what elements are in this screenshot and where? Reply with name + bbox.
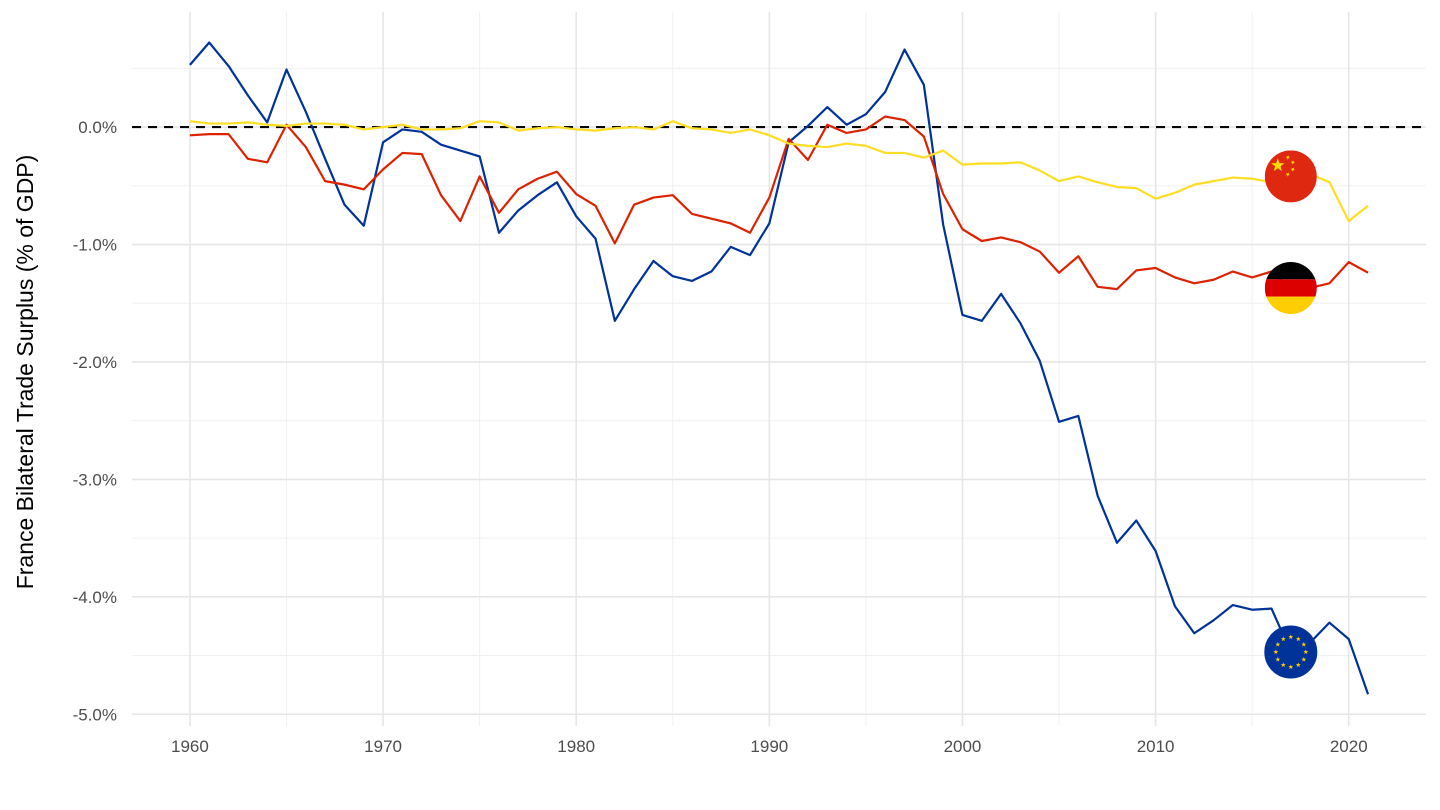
y-tick-label: -3.0%: [73, 470, 117, 489]
x-tick-label: 1990: [750, 737, 788, 756]
germany-flag-icon: [1264, 261, 1317, 314]
series-lines: [189, 41, 1370, 695]
china-flag-icon: [1264, 150, 1317, 203]
y-tick-label: -4.0%: [73, 588, 117, 607]
series-line-2: [189, 115, 1369, 291]
y-axis-title: France Bilateral Trade Surplus (% of GDP…: [12, 155, 38, 590]
y-tick-label: 0.0%: [78, 118, 117, 137]
x-tick-label: 2020: [1330, 737, 1368, 756]
x-tick-label: 1970: [364, 737, 402, 756]
eu-flag-icon: [1264, 625, 1318, 679]
minor-gridlines: [132, 12, 1426, 726]
y-axis-tick-labels: 0.0% -1.0% -2.0% -3.0% -4.0% -5.0%: [73, 118, 117, 724]
x-tick-label: 1980: [557, 737, 595, 756]
series-line-3: [189, 120, 1369, 223]
x-tick-label: 2000: [944, 737, 982, 756]
x-tick-label: 2010: [1137, 737, 1175, 756]
y-tick-label: -2.0%: [73, 353, 117, 372]
x-tick-label: 1960: [171, 737, 209, 756]
x-axis-tick-labels: 1960 1970 1980 1990 2000 2010 2020: [171, 737, 1368, 756]
y-tick-label: -5.0%: [73, 705, 117, 724]
major-gridlines: [132, 12, 1426, 726]
flag-markers: [1264, 150, 1318, 679]
series-line-1: [189, 41, 1370, 695]
y-tick-label: -1.0%: [73, 236, 117, 255]
